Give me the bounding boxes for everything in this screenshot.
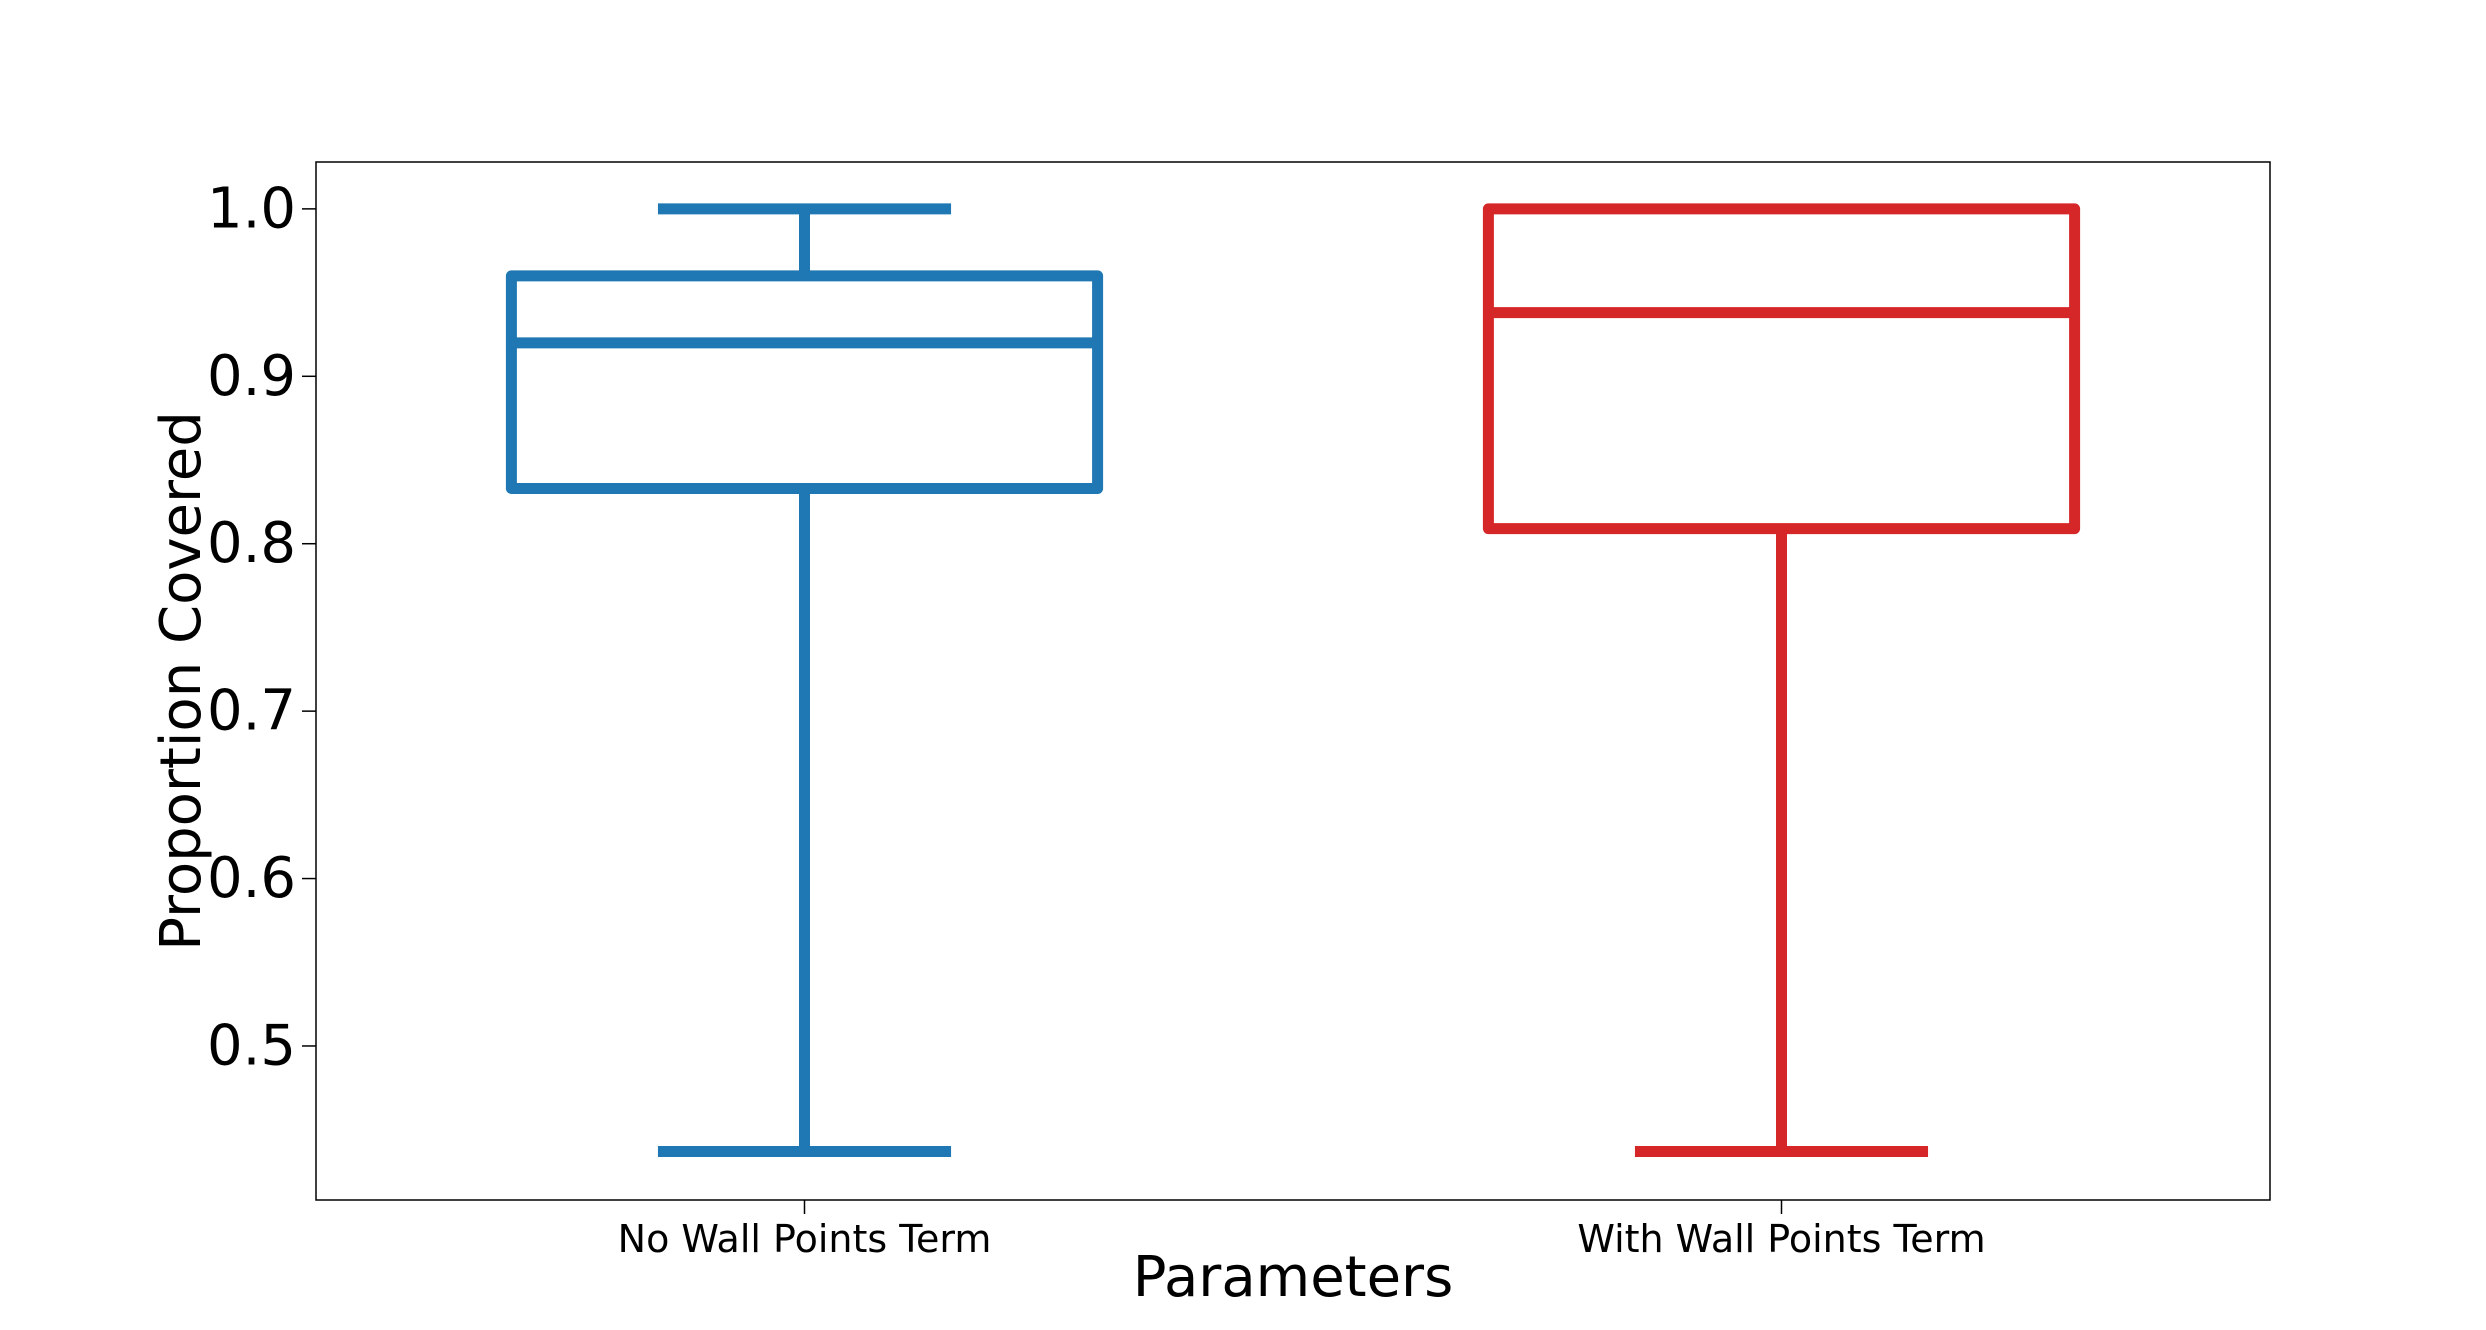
y-tick-label: 0.6 <box>207 846 296 911</box>
y-tick-label: 0.9 <box>207 344 296 409</box>
y-axis-title: Proportion Covered <box>149 411 214 951</box>
box-series <box>505 203 1104 1157</box>
plot-frame <box>315 161 2271 1201</box>
iqr-box <box>505 270 1104 494</box>
x-axis: No Wall Points Term With Wall Points Term <box>618 1200 1986 1261</box>
y-axis: 0.5 0.6 0.7 0.8 0.9 1.0 <box>207 176 316 1078</box>
y-tick-label: 0.8 <box>207 511 296 576</box>
x-tick-label: With Wall Points Term <box>1577 1217 1985 1261</box>
boxes-group <box>505 203 2081 1157</box>
x-tick-label: No Wall Points Term <box>618 1217 992 1261</box>
y-tick-label: 1.0 <box>207 176 296 241</box>
y-tick-label: 0.5 <box>207 1013 296 1078</box>
box-series <box>1482 203 2081 1157</box>
y-tick-label: 0.7 <box>207 679 296 744</box>
x-axis-title: Parameters <box>1133 1245 1454 1310</box>
iqr-box <box>1482 203 2081 535</box>
